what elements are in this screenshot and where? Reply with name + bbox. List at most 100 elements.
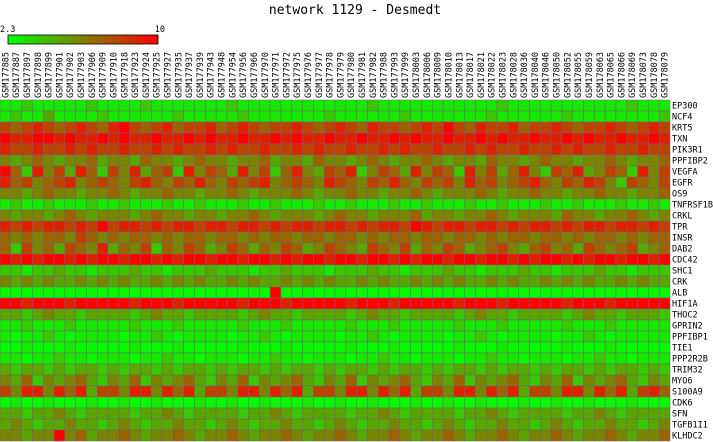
heatmap-cell	[540, 198, 552, 211]
heatmap-cell	[561, 319, 573, 332]
heatmap-cell	[399, 187, 411, 200]
heatmap-cell	[75, 264, 87, 277]
heatmap-cell	[140, 242, 152, 255]
heatmap-cell	[129, 209, 141, 222]
heatmap-cell	[529, 198, 541, 211]
heatmap-cell	[648, 110, 660, 123]
heatmap-cell	[118, 286, 130, 299]
heatmap-cell	[259, 176, 271, 189]
heatmap-cell	[323, 99, 336, 112]
column-label: GSM177948	[218, 52, 228, 98]
heatmap-cell	[323, 165, 336, 178]
heatmap-cell	[53, 143, 66, 156]
heatmap-cell	[151, 132, 163, 145]
heatmap-cell	[259, 253, 271, 266]
column-label: GSM177924	[142, 52, 152, 98]
heatmap-cell	[248, 341, 260, 354]
heatmap-cell	[486, 407, 498, 420]
heatmap-cell	[107, 154, 120, 167]
heatmap-cell	[550, 385, 563, 398]
heatmap-cell	[194, 110, 206, 123]
heatmap-cell	[367, 242, 379, 255]
heatmap-cell	[334, 418, 347, 431]
row-label: TXN	[672, 135, 687, 145]
heatmap-cell	[86, 253, 98, 266]
heatmap-cell	[594, 418, 606, 431]
column-label: GSM177982	[369, 52, 379, 98]
heatmap-cell	[42, 418, 55, 431]
heatmap-cell	[140, 363, 152, 376]
heatmap-cell	[323, 231, 336, 244]
heatmap-cell	[529, 242, 541, 255]
heatmap-cell	[313, 154, 325, 167]
heatmap-cell	[259, 363, 271, 376]
heatmap-cell	[118, 319, 130, 332]
heatmap-cell	[345, 154, 357, 167]
heatmap-cell	[323, 286, 336, 299]
heatmap-cell	[140, 220, 152, 233]
heatmap-cell	[10, 99, 22, 112]
column-label: GSM177970	[261, 52, 271, 98]
heatmap-cell	[32, 220, 44, 233]
heatmap-cell	[464, 396, 476, 409]
heatmap-cell	[269, 231, 282, 244]
heatmap-cell	[42, 121, 55, 134]
heatmap-cell	[604, 396, 617, 409]
heatmap-cell	[86, 99, 98, 112]
heatmap-cell	[453, 132, 465, 145]
heatmap-cell	[237, 275, 249, 288]
heatmap-cell	[453, 187, 465, 200]
heatmap-cell	[550, 176, 563, 189]
heatmap-cell	[86, 187, 98, 200]
heatmap-cell	[367, 231, 379, 244]
heatmap-cell	[107, 176, 120, 189]
heatmap-cell	[205, 99, 217, 112]
row-label: SFN	[672, 410, 687, 420]
heatmap-cell	[583, 341, 595, 354]
heatmap-cell	[377, 176, 390, 189]
heatmap-cell	[345, 209, 357, 222]
heatmap-cell	[615, 209, 628, 222]
heatmap-cell	[518, 374, 530, 387]
heatmap-cell	[172, 363, 184, 376]
heatmap-cell	[107, 99, 120, 112]
heatmap-cell	[226, 143, 238, 156]
heatmap-cell	[269, 143, 282, 156]
heatmap-cell	[107, 242, 120, 255]
heatmap-cell	[540, 396, 552, 409]
heatmap-cell	[583, 110, 595, 123]
heatmap-cell	[550, 374, 563, 387]
heatmap-cell	[323, 330, 336, 343]
column-label: GSM178069	[628, 52, 638, 98]
heatmap-cell	[637, 429, 649, 442]
heatmap-cell	[561, 264, 573, 277]
heatmap-cell	[151, 220, 163, 233]
row-label: EP300	[672, 102, 698, 112]
heatmap-cell	[432, 99, 444, 112]
column-label: GSM177923	[131, 52, 141, 98]
heatmap-cell	[140, 165, 152, 178]
heatmap-cell	[388, 99, 401, 112]
heatmap-cell	[237, 319, 249, 332]
heatmap-cell	[64, 352, 76, 365]
heatmap-cell	[10, 143, 22, 156]
heatmap-cell	[215, 132, 228, 145]
heatmap-cell	[604, 198, 617, 211]
heatmap-cell	[97, 330, 109, 343]
heatmap-cell	[205, 352, 217, 365]
heatmap-cell	[291, 308, 303, 321]
heatmap-cell	[151, 429, 163, 442]
heatmap-cell	[496, 176, 509, 189]
heatmap-cell	[561, 121, 573, 134]
heatmap-cell	[464, 176, 476, 189]
column-label: GSM178009	[434, 52, 444, 98]
heatmap-cell	[367, 396, 379, 409]
heatmap-cell	[0, 385, 12, 398]
heatmap-cell	[53, 341, 66, 354]
heatmap-cell	[583, 165, 595, 178]
row-label: TIE1	[672, 344, 692, 354]
heatmap-cell	[442, 363, 455, 376]
heatmap-cell	[453, 330, 465, 343]
heatmap-cell	[259, 220, 271, 233]
